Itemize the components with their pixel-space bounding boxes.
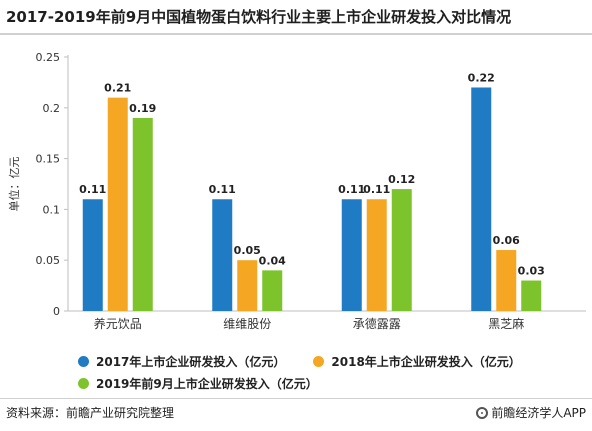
bar-2017: [82, 199, 103, 311]
bar-2017: [471, 87, 492, 311]
bar-2018: [107, 97, 128, 311]
legend-item-2018[interactable]: 2018年上市企业研发投入（亿元）: [313, 353, 521, 370]
data-label: 0.06: [493, 234, 520, 247]
bar-2017: [341, 199, 362, 311]
app-logo-icon: [476, 406, 489, 419]
source-note: 资料来源：前瞻产业研究院整理: [6, 406, 175, 420]
data-label: 0.11: [79, 183, 106, 196]
title-divider: [0, 33, 592, 35]
data-label: 0.04: [259, 254, 286, 267]
legend-label-2018: 2018年上市企业研发投入（亿元）: [331, 354, 521, 369]
bar-chart: 0 0.05 0.1 0.15 0.2 0.25 单位：亿元 0.11 0.21 0.19 养元饮品…: [7, 51, 586, 331]
legend-item-2017[interactable]: 2017年上市企业研发投入（亿元）: [78, 353, 285, 370]
y-axis-label: 单位：亿元: [7, 157, 21, 212]
legend-label-2019: 2019年前9月上市企业研发投入（亿元）: [96, 376, 318, 391]
y-tick-label: 0: [53, 305, 60, 318]
legend-swatch-2017: [78, 355, 89, 367]
data-label: 0.03: [518, 265, 545, 278]
data-label: 0.12: [388, 173, 415, 186]
x-tick-label: 黑芝麻: [488, 316, 524, 331]
legend-swatch-2018: [313, 355, 325, 367]
data-label: 0.11: [363, 183, 390, 196]
bar-2018: [496, 250, 517, 311]
data-label: 0.22: [468, 71, 495, 84]
chart-legend: 2017年上市企业研发投入（亿元） 2018年上市企业研发投入（亿元） 2019…: [78, 350, 578, 394]
y-tick-label: 0.2: [43, 102, 61, 115]
bar-2018: [237, 260, 258, 311]
bar-2019: [391, 189, 412, 311]
x-tick-label: 承德露露: [353, 316, 401, 331]
bar-2019: [132, 117, 153, 312]
data-label: 0.19: [129, 102, 156, 115]
data-label: 0.11: [338, 183, 365, 196]
bar-2017: [212, 199, 233, 311]
footer-divider: [0, 398, 592, 399]
legend-label-2017: 2017年上市企业研发投入（亿元）: [96, 354, 286, 369]
legend-item-2019[interactable]: 2019年前9月上市企业研发投入（亿元）: [78, 375, 318, 392]
credit-text: 前瞻经济学人APP: [491, 406, 586, 420]
y-tick-label: 0.25: [36, 51, 61, 64]
legend-swatch-2019: [78, 377, 89, 389]
x-tick-label: 维维股份: [223, 317, 271, 331]
chart-title: 2017-2019年前9月中国植物蛋白饮料行业主要上市企业研发投入对比情况: [6, 8, 512, 26]
bar-2019: [521, 280, 542, 311]
credit-note: 前瞻经济学人APP: [476, 404, 586, 421]
y-tick-label: 0.15: [36, 153, 61, 166]
x-tick-label: 养元饮品: [94, 316, 142, 331]
bar-2019: [262, 270, 283, 311]
bar-2018: [366, 199, 387, 311]
data-label: 0.11: [209, 183, 236, 196]
data-label: 0.21: [104, 82, 131, 95]
data-label: 0.05: [234, 244, 261, 257]
y-tick-label: 0.05: [36, 254, 61, 267]
y-tick-label: 0.1: [43, 203, 61, 216]
